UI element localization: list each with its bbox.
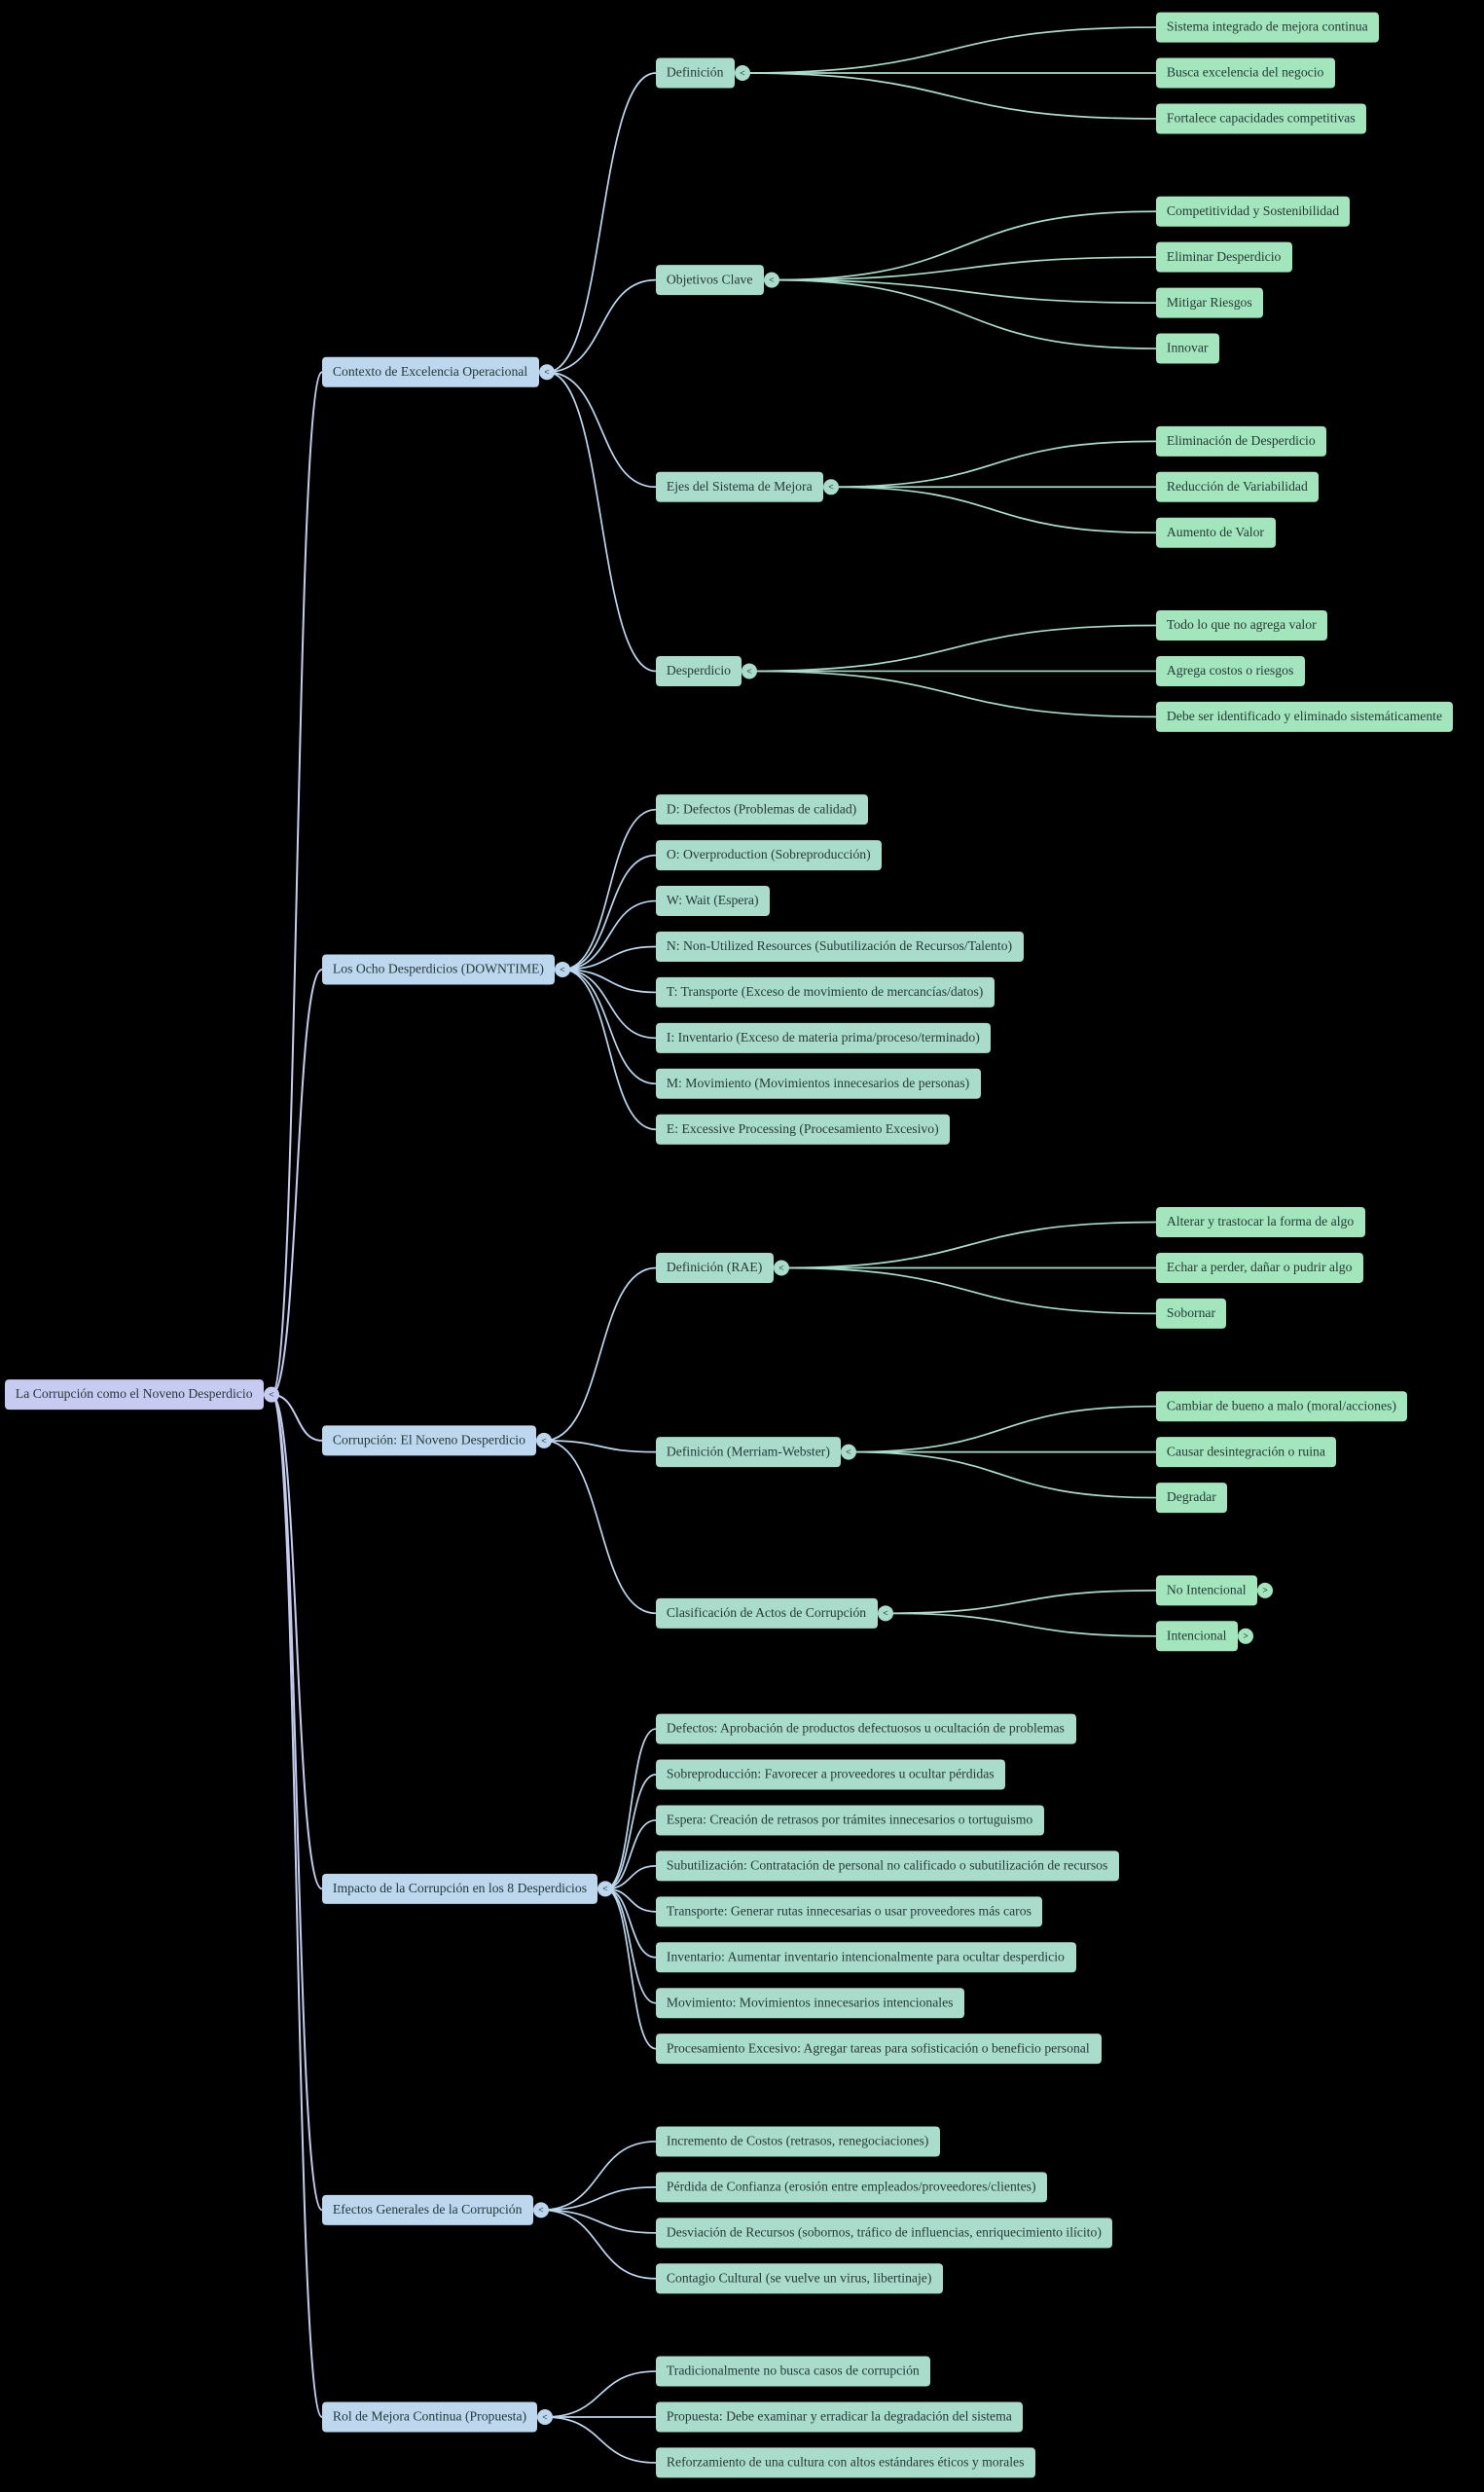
svg-text:<: < bbox=[560, 965, 564, 974]
svg-text:<: < bbox=[769, 275, 774, 285]
svg-text:Sistema integrado de mejora co: Sistema integrado de mejora continua bbox=[1167, 19, 1368, 34]
svg-text:<: < bbox=[740, 68, 744, 78]
svg-text:Ejes del Sistema de Mejora: Ejes del Sistema de Mejora bbox=[667, 479, 813, 494]
svg-text:<: < bbox=[846, 1448, 851, 1457]
svg-text:Degradar: Degradar bbox=[1167, 1489, 1216, 1504]
svg-text:Definición: Definición bbox=[667, 65, 724, 80]
svg-text:<: < bbox=[541, 1436, 546, 1446]
svg-text:Eliminación de Desperdicio: Eliminación de Desperdicio bbox=[1167, 433, 1316, 448]
svg-text:Debe ser identificado y elimin: Debe ser identificado y eliminado sistem… bbox=[1167, 709, 1442, 723]
svg-text:Todo lo que no agrega valor: Todo lo que no agrega valor bbox=[1167, 617, 1317, 632]
svg-text:Corrupción: El Noveno Desperdi: Corrupción: El Noveno Desperdicio bbox=[333, 1433, 525, 1448]
svg-text:Espera: Creación de retrasos p: Espera: Creación de retrasos por trámite… bbox=[667, 1813, 1032, 1827]
svg-text:Movimiento: Movimientos innece: Movimiento: Movimientos innecesarios int… bbox=[667, 1995, 954, 2009]
svg-text:Echar a perder, dañar o pudrir: Echar a perder, dañar o pudrir algo bbox=[1167, 1260, 1353, 1274]
svg-text:Clasificación de Actos de Corr: Clasificación de Actos de Corrupción bbox=[667, 1605, 866, 1620]
svg-text:>: > bbox=[1262, 1586, 1267, 1595]
svg-text:E: Excessive Processing (Proce: E: Excessive Processing (Procesamiento E… bbox=[667, 1121, 939, 1137]
svg-text:<: < bbox=[269, 1389, 273, 1399]
svg-text:M: Movimiento (Movimientos inn: M: Movimiento (Movimientos innecesarios … bbox=[667, 1076, 969, 1091]
svg-text:I: Inventario (Exceso de mater: I: Inventario (Exceso de materia prima/p… bbox=[667, 1030, 980, 1045]
svg-text:La Corrupción como el Noveno D: La Corrupción como el Noveno Desperdicio bbox=[16, 1386, 253, 1401]
svg-text:Defectos: Aprobación de produc: Defectos: Aprobación de productos defect… bbox=[667, 1721, 1065, 1736]
svg-text:Sobornar: Sobornar bbox=[1167, 1305, 1216, 1320]
svg-text:Propuesta: Debe examinar y err: Propuesta: Debe examinar y erradicar la … bbox=[667, 2409, 1012, 2424]
svg-text:Incremento de Costos (retrasos: Incremento de Costos (retrasos, renegoci… bbox=[667, 2134, 928, 2149]
svg-text:Rol de Mejora Continua (Propue: Rol de Mejora Continua (Propuesta) bbox=[333, 2409, 526, 2425]
svg-text:Definición (Merriam-Webster): Definición (Merriam-Webster) bbox=[667, 1444, 830, 1459]
svg-text:Fortalece capacidades competit: Fortalece capacidades competitivas bbox=[1167, 111, 1356, 126]
svg-text:T: Transporte (Exceso de movim: T: Transporte (Exceso de movimiento de m… bbox=[667, 984, 983, 1000]
svg-text:Impacto de la Corrupción en lo: Impacto de la Corrupción en los 8 Desper… bbox=[333, 1881, 587, 1895]
svg-text:<: < bbox=[538, 2205, 543, 2215]
svg-text:Intencional: Intencional bbox=[1167, 1628, 1227, 1642]
svg-text:Busca excelencia del negocio: Busca excelencia del negocio bbox=[1167, 65, 1324, 80]
svg-text:<: < bbox=[542, 2412, 547, 2422]
svg-text:Cambiar de bueno a malo (moral: Cambiar de bueno a malo (moral/acciones) bbox=[1167, 1398, 1396, 1413]
svg-text:<: < bbox=[746, 666, 751, 676]
svg-text:<: < bbox=[778, 1263, 783, 1272]
svg-text:Desperdicio: Desperdicio bbox=[667, 663, 731, 678]
svg-text:Definición (RAE): Definición (RAE) bbox=[667, 1260, 762, 1275]
svg-text:Procesamiento Excesivo: Agrega: Procesamiento Excesivo: Agregar tareas p… bbox=[667, 2040, 1090, 2055]
svg-text:Desviación de Recursos (soborn: Desviación de Recursos (sobornos, tráfic… bbox=[667, 2224, 1102, 2240]
svg-text:Inventario: Aumentar inventari: Inventario: Aumentar inventario intencio… bbox=[667, 1949, 1065, 1963]
svg-text:Mitigar Riesgos: Mitigar Riesgos bbox=[1167, 295, 1252, 310]
svg-text:Aumento de Valor: Aumento de Valor bbox=[1167, 525, 1265, 539]
svg-text:Eliminar Desperdicio: Eliminar Desperdicio bbox=[1167, 249, 1282, 264]
svg-text:N: Non-Utilized Resources (Sub: N: Non-Utilized Resources (Subutilizació… bbox=[667, 938, 1012, 954]
svg-text:Contexto de Excelencia Operaci: Contexto de Excelencia Operacional bbox=[333, 364, 527, 379]
svg-text:Sobreproducción: Favorecer a p: Sobreproducción: Favorecer a proveedores… bbox=[667, 1767, 995, 1781]
svg-text:Alterar y trastocar la forma d: Alterar y trastocar la forma de algo bbox=[1167, 1214, 1354, 1228]
svg-text:Competitividad y Sostenibilida: Competitividad y Sostenibilidad bbox=[1167, 203, 1339, 218]
svg-text:D: Defectos (Problemas de cali: D: Defectos (Problemas de calidad) bbox=[667, 801, 856, 817]
svg-text:No Intencional: No Intencional bbox=[1167, 1582, 1247, 1596]
svg-text:Pérdida de Confianza (erosión: Pérdida de Confianza (erosión entre empl… bbox=[667, 2180, 1036, 2195]
svg-text:Subutilización: Contratación d: Subutilización: Contratación de personal… bbox=[667, 1858, 1107, 1873]
svg-text:W: Wait (Espera): W: Wait (Espera) bbox=[667, 893, 759, 908]
svg-text:Innovar: Innovar bbox=[1167, 341, 1209, 355]
svg-text:Contagio Cultural (se vuelve u: Contagio Cultural (se vuelve un virus, l… bbox=[667, 2270, 932, 2286]
svg-text:Reducción de Variabilidad: Reducción de Variabilidad bbox=[1167, 479, 1308, 494]
svg-text:<: < bbox=[883, 1608, 887, 1618]
svg-text:<: < bbox=[544, 367, 549, 377]
svg-text:Objetivos Clave: Objetivos Clave bbox=[667, 272, 753, 286]
svg-text:Transporte: Generar rutas inne: Transporte: Generar rutas innecesarias o… bbox=[667, 1903, 1032, 1918]
svg-text:Causar desintegración o ruina: Causar desintegración o ruina bbox=[1167, 1444, 1325, 1458]
svg-text:O: Overproduction (Sobreproduc: O: Overproduction (Sobreproducción) bbox=[667, 847, 871, 862]
svg-text:<: < bbox=[828, 482, 833, 492]
svg-text:Tradicionalmente no busca caso: Tradicionalmente no busca casos de corru… bbox=[667, 2364, 920, 2378]
svg-text:Los Ocho Desperdicios (DOWNTIM: Los Ocho Desperdicios (DOWNTIME) bbox=[333, 962, 544, 977]
svg-text:Agrega costos o riesgos: Agrega costos o riesgos bbox=[1167, 663, 1293, 678]
svg-text:>: > bbox=[1243, 1631, 1248, 1641]
svg-text:<: < bbox=[602, 1884, 607, 1893]
svg-text:Efectos Generales de la Corrup: Efectos Generales de la Corrupción bbox=[333, 2202, 523, 2217]
svg-text:Reforzamiento de una cultura c: Reforzamiento de una cultura con altos e… bbox=[667, 2455, 1025, 2470]
